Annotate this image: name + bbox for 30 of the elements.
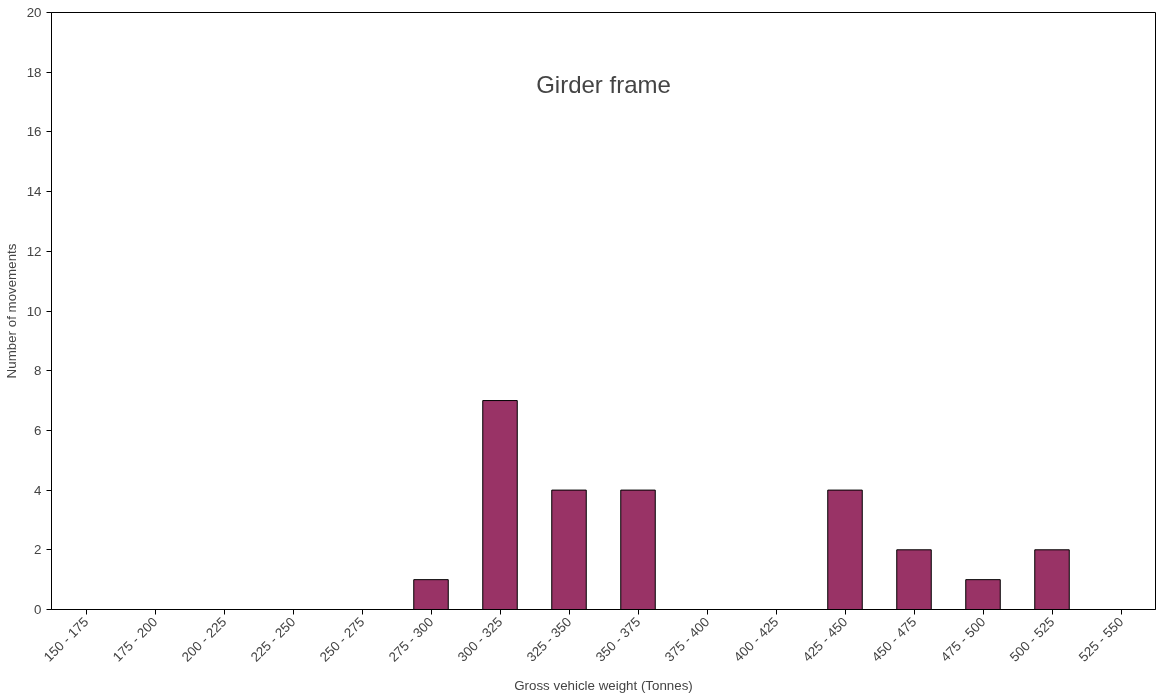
- x-tick-label: 350 - 375: [592, 614, 644, 665]
- y-tick-label: 16: [26, 124, 42, 140]
- x-tick-label: 525 - 550: [1075, 614, 1127, 665]
- x-axis-title: Gross vehicle weight (Tonnes): [514, 677, 693, 693]
- x-tick-label: 150 - 175: [40, 614, 92, 665]
- y-tick-label: 20: [26, 5, 42, 20]
- x-tick-label: 275 - 300: [385, 614, 437, 665]
- y-tick-label: 4: [34, 482, 43, 498]
- y-tick-label: 14: [26, 184, 43, 200]
- x-tick-label: 325 - 350: [523, 614, 575, 665]
- x-tick-label: 175 - 200: [109, 614, 161, 665]
- x-tick-label: 225 - 250: [247, 614, 299, 665]
- y-tick-label: 10: [26, 303, 42, 319]
- y-tick-label: 12: [26, 243, 42, 259]
- x-tick-label: 475 - 500: [937, 614, 989, 665]
- y-tick-label: 8: [34, 363, 42, 379]
- x-tick-label: 200 - 225: [178, 614, 230, 665]
- x-tick-label: 300 - 325: [454, 614, 506, 665]
- y-tick-label: 2: [34, 542, 42, 558]
- text: Girder frame: [536, 70, 671, 98]
- y-tick-label: 0: [34, 602, 42, 617]
- x-tick-label: 375 - 400: [661, 614, 713, 665]
- x-tick-label: 425 - 450: [799, 614, 851, 665]
- x-tick-label: 500 - 525: [1006, 614, 1058, 665]
- y-axis-title: Number of movements: [3, 243, 19, 379]
- x-tick-label: 450 - 475: [868, 614, 920, 665]
- x-tick-label: 250 - 275: [316, 614, 368, 665]
- y-tick-label: 18: [26, 64, 42, 80]
- y-tick-label: 6: [34, 422, 42, 438]
- x-tick-label: 400 - 425: [730, 614, 782, 665]
